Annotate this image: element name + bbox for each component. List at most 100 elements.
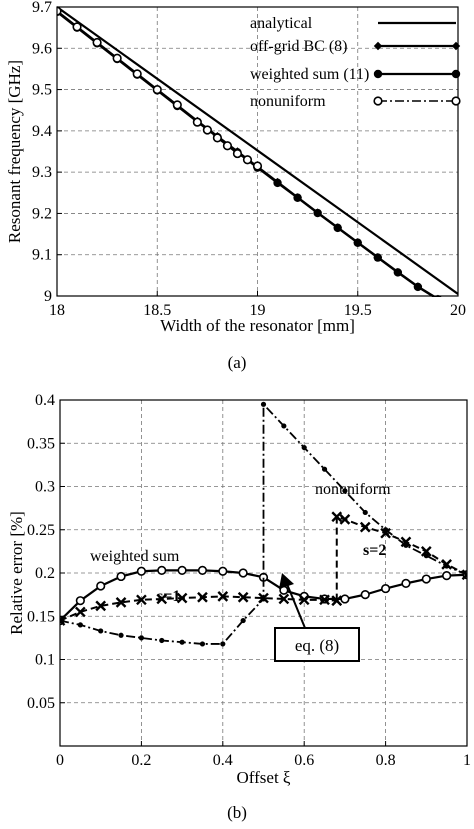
point-weighted-sum (75, 596, 85, 606)
point-weighted-sum (96, 581, 106, 591)
point-weighted-sum (401, 578, 411, 588)
point-nonuniform (301, 444, 307, 451)
point-nonuniform (152, 84, 162, 95)
chart-b-x-axis-label: Offset ξ (236, 768, 290, 787)
y-tick-label: 9.2 (32, 205, 52, 222)
legend-entry-off-grid-bc-8: off-grid BC (8) (250, 38, 461, 55)
series-nonuniform (57, 6, 263, 171)
chart-a-ticks: 18 18.5 19 19.5 20 9 9.1 9.2 9.3 9.4 9.5 9.6 9.7 (32, 0, 466, 319)
point-nonuniform (260, 596, 267, 602)
point-weighted-sum (177, 565, 187, 576)
y-tick-label: 9.3 (32, 164, 52, 181)
callout-arrow-head (279, 573, 294, 589)
legend-label: nonuniform (250, 93, 326, 110)
series-s-1 (60, 591, 343, 626)
point-s-1 (319, 594, 330, 606)
y-tick-label: 0.1 (35, 652, 55, 669)
point-s-2 (420, 546, 432, 557)
annotation-s2: s=2 (363, 542, 386, 559)
point-nonuniform (342, 488, 348, 494)
point-nonuniform (423, 553, 429, 559)
point-weighted-sum (340, 594, 350, 604)
callout-box (274, 627, 360, 662)
chart-a-panel-label: (a) (228, 353, 247, 372)
point-nonuniform (179, 639, 185, 645)
chart-a: 18 18.5 19 19.5 20 9 9.1 9.2 9.3 9.4 9.5 9.6 9.7 ana… (5, 0, 466, 372)
legend-marker (451, 69, 461, 79)
legend-label: off-grid BC (8) (250, 38, 347, 55)
point-s-1 (115, 597, 127, 608)
y-tick-label: 0.2 (35, 565, 55, 582)
legend-marker (373, 96, 383, 106)
point-weighted-sum (197, 565, 208, 576)
y-tick-label: 9.1 (32, 247, 52, 264)
point-nonuniform (252, 161, 263, 171)
y-tick-label: 9.5 (32, 82, 52, 99)
chart-a-series (57, 6, 458, 297)
x-tick-label: 18.5 (143, 302, 171, 319)
point-nonuniform (232, 148, 243, 159)
y-tick-label: 0.25 (27, 522, 55, 539)
point-nonuniform (199, 641, 206, 647)
point-s-1 (278, 593, 290, 605)
x-tick-label: 0.8 (376, 752, 396, 769)
point-s-1 (176, 592, 188, 604)
point-s-1 (136, 594, 147, 606)
point-nonuniform (192, 117, 202, 127)
series-nonuniform (60, 401, 467, 647)
series-s-2 (331, 511, 467, 607)
x-tick-label: 19.5 (344, 302, 372, 319)
point-s-2 (461, 569, 467, 581)
series-line-analytical (57, 6, 458, 295)
point-weighted-sum (116, 571, 126, 582)
point-nonuniform (362, 509, 368, 516)
chart-b: 0 0.2 0.4 0.6 0.8 1 0.05 0.1 0.15 0.2 0.25 0.3 0.35 0… (7, 392, 471, 822)
legend-marker (451, 96, 461, 106)
point-nonuniform (112, 53, 122, 63)
point-nonuniform (118, 632, 124, 638)
point-nonuniform (444, 563, 450, 569)
legend-entry-weighted-sum-11: weighted sum (11) (250, 66, 461, 83)
y-tick-label: 0.35 (27, 435, 55, 452)
x-tick-label: 0.4 (213, 752, 233, 769)
point-nonuniform (222, 141, 233, 151)
x-tick-label: 0.6 (294, 752, 314, 769)
point-nonuniform (60, 617, 63, 624)
point-s-2 (359, 521, 371, 533)
point-weighted-sum-11 (413, 282, 423, 292)
series-analytical (57, 6, 458, 295)
chart-b-annotations: weighted sum nonuniform s=1 s=2 eq. (8) (90, 481, 391, 662)
point-nonuniform (240, 617, 246, 624)
x-tick-label: 0 (56, 752, 64, 769)
y-tick-label: 0.15 (27, 608, 55, 625)
point-weighted-sum-11 (273, 178, 282, 188)
point-nonuniform (464, 572, 467, 578)
x-tick-label: 20 (450, 302, 466, 319)
annotation-eq8: eq. (8) (295, 636, 339, 655)
point-nonuniform (212, 133, 222, 143)
point-s-2 (339, 514, 351, 525)
y-tick-label: 9.4 (32, 123, 52, 140)
legend-marker (373, 41, 383, 51)
y-tick-label: 0.05 (27, 695, 55, 712)
chart-b-ticks: 0 0.2 0.4 0.6 0.8 1 0.05 0.1 0.15 0.2 0.25 0.3 0.35 0… (27, 392, 471, 769)
x-tick-label: 19 (250, 302, 266, 319)
point-s-1 (60, 615, 66, 626)
x-tick-label: 18 (49, 302, 65, 319)
point-s-2 (331, 595, 343, 607)
point-weighted-sum-11 (333, 223, 342, 233)
point-weighted-sum-11 (313, 208, 322, 218)
point-s-1 (95, 600, 107, 612)
point-weighted-sum-11 (373, 253, 382, 262)
point-weighted-sum (442, 570, 452, 581)
x-tick-label: 1 (463, 752, 471, 769)
point-weighted-sum (360, 590, 370, 600)
point-weighted-sum (218, 566, 228, 576)
point-nonuniform (281, 423, 287, 429)
point-s-2 (331, 511, 343, 523)
point-weighted-sum-11 (353, 238, 362, 247)
y-tick-label: 0.3 (35, 479, 55, 496)
point-nonuniform (172, 100, 182, 110)
chart-b-y-axis-label: Relative error [%] (7, 511, 26, 635)
